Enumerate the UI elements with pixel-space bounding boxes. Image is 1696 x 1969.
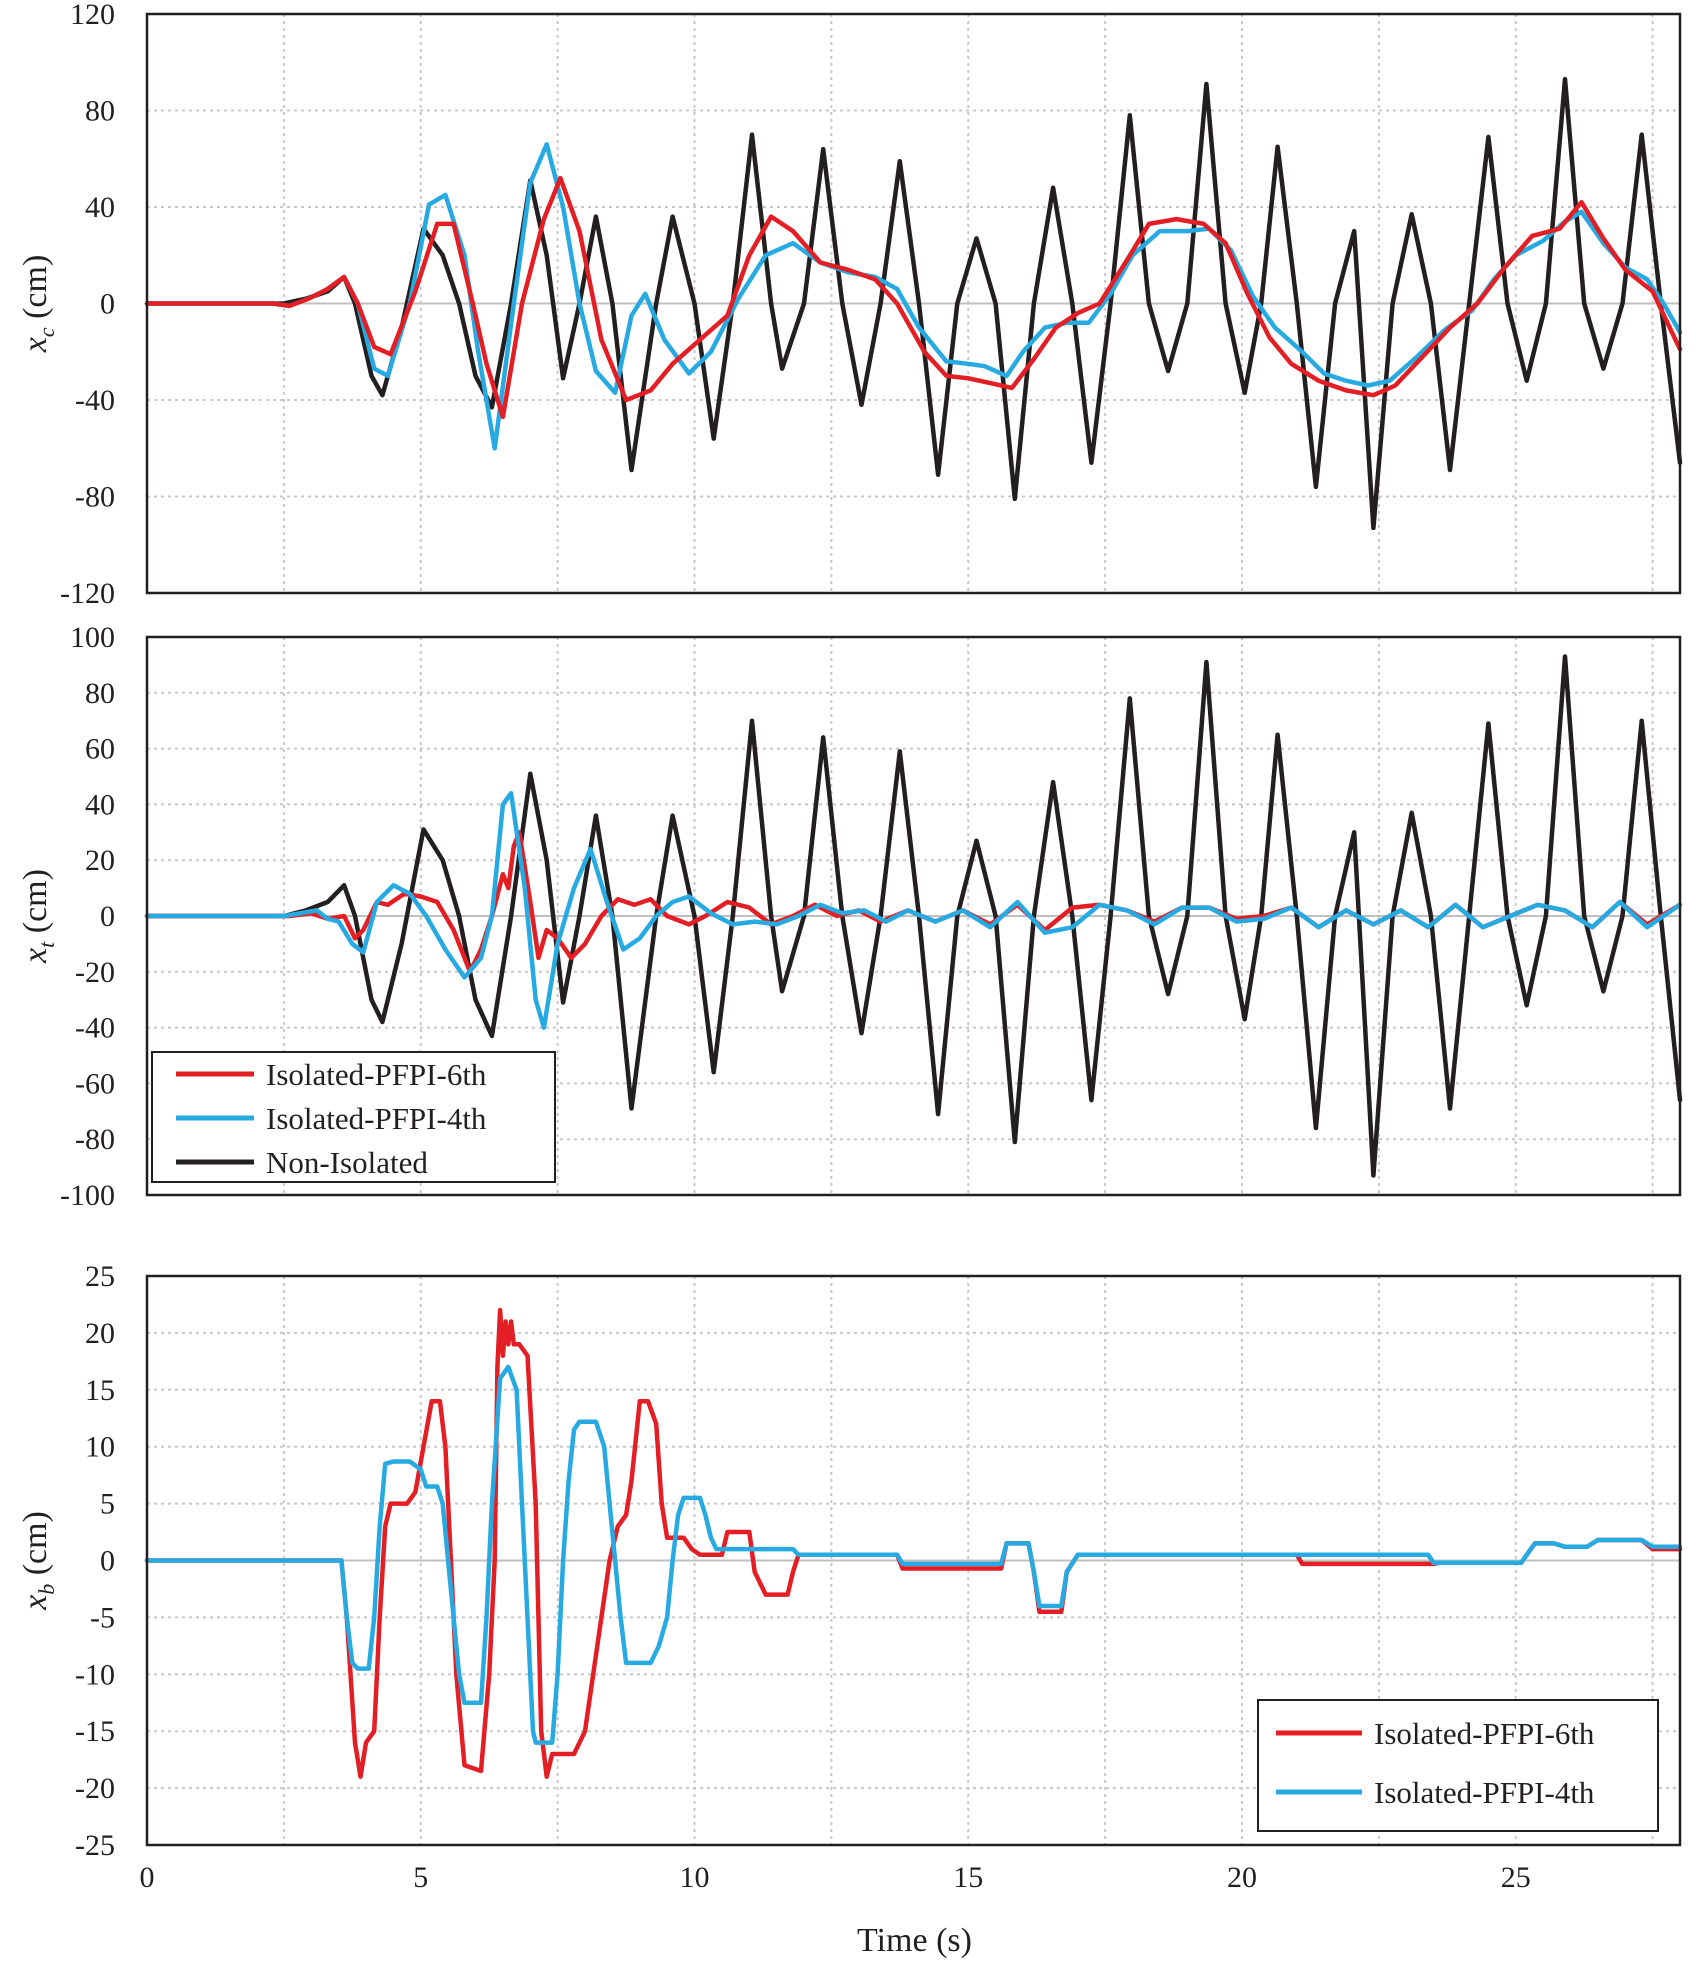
y-tick-label: 20	[85, 844, 115, 877]
y-axis-title-middle: xt (cm)	[17, 869, 59, 964]
y-tick-label: -80	[75, 481, 115, 514]
y-tick-label: -15	[75, 1715, 115, 1748]
y-axis-subscript: t	[34, 941, 59, 948]
y-tick-label: -25	[75, 1829, 115, 1862]
y-tick-label: -20	[75, 1772, 115, 1805]
y-axis-subscript: c	[34, 327, 59, 337]
y-tick-labels-middle: 100 80 60 40 20 0 -20 -40 -60 -80 -100	[60, 621, 115, 1212]
y-tick-label: -120	[60, 577, 115, 610]
series-group-bottom	[144, 1307, 1683, 1779]
plot-frame-middle	[145, 635, 1682, 1197]
y-tick-label: -40	[75, 1012, 115, 1045]
y-axis-variable: x	[17, 337, 54, 353]
series-group-top	[144, 76, 1683, 531]
y-axis-unit: (cm)	[17, 1511, 54, 1584]
y-axis-title-top: xc (cm)	[17, 255, 59, 354]
series-line-isolated-pfpi-4th	[144, 1364, 1683, 1745]
y-tick-label: -5	[90, 1601, 115, 1634]
legend-middle: Isolated-PFPI-6th Isolated-PFPI-4th Non-Is…	[151, 1051, 556, 1183]
y-tick-label: 80	[85, 95, 115, 128]
x-tick-labels-bottom: 0 5 10 15 20 25	[140, 1861, 1531, 1894]
y-tick-label: -20	[75, 956, 115, 989]
x-tick-label: 10	[680, 1861, 710, 1894]
y-tick-label: 0	[100, 1545, 115, 1578]
y-tick-labels-bottom: 25 20 15 10 5 0 -5 -10 -15 -20 -25	[75, 1260, 115, 1862]
y-tick-label: 120	[70, 0, 115, 31]
y-axis-variable: x	[17, 948, 54, 964]
legend-bottom: Isolated-PFPI-6th Isolated-PFPI-4th	[1257, 1699, 1659, 1832]
y-tick-label: 5	[100, 1488, 115, 1521]
plot-frame-top	[145, 12, 1682, 595]
series-group-middle	[144, 654, 1683, 1178]
series-line-non-isolated	[144, 654, 1683, 1178]
y-tick-label: 60	[85, 733, 115, 766]
series-line-isolated-pfpi-4th	[144, 790, 1683, 1030]
y-tick-label: 10	[85, 1431, 115, 1464]
y-tick-label: 25	[85, 1260, 115, 1293]
chart-middle-panel: 100 80 60 40 20 0 -20 -40 -60 -80 -100 xt (cm) Isola…	[17, 621, 1683, 1212]
series-line-isolated-pfpi-4th	[144, 142, 1683, 451]
y-tick-labels-top: 120 80 40 0 -40 -80 -120	[60, 0, 115, 610]
x-tick-label: 25	[1501, 1861, 1531, 1894]
y-axis-variable: x	[17, 1595, 54, 1611]
y-tick-label: -10	[75, 1658, 115, 1691]
y-tick-label: 20	[85, 1317, 115, 1350]
legend-label-isolated-pfpi-6th: Isolated-PFPI-6th	[1374, 1716, 1595, 1751]
y-tick-label: 40	[85, 191, 115, 224]
legend-label-isolated-pfpi-4th: Isolated-PFPI-4th	[266, 1101, 487, 1136]
x-tick-label: 5	[413, 1861, 428, 1894]
y-axis-unit: (cm)	[17, 869, 54, 942]
y-tick-label: -80	[75, 1123, 115, 1156]
y-tick-label: 80	[85, 677, 115, 710]
y-tick-label: 0	[100, 900, 115, 933]
gridlines-bottom	[147, 1276, 1680, 1845]
legend-label-isolated-pfpi-4th: Isolated-PFPI-4th	[1374, 1775, 1595, 1810]
y-tick-label: 100	[70, 621, 115, 654]
plot-frame-bottom	[145, 1274, 1682, 1847]
x-tick-label: 20	[1227, 1861, 1257, 1894]
x-tick-label: 0	[140, 1861, 155, 1894]
chart-top-panel: 120 80 40 0 -40 -80 -120 xc (cm)	[17, 0, 1683, 610]
y-tick-label: 40	[85, 788, 115, 821]
y-tick-label: 0	[100, 288, 115, 321]
y-tick-label: -40	[75, 384, 115, 417]
legend-label-isolated-pfpi-6th: Isolated-PFPI-6th	[266, 1057, 487, 1092]
legend-label-non-isolated: Non-Isolated	[266, 1145, 428, 1180]
y-tick-label: 15	[85, 1374, 115, 1407]
x-tick-label: 15	[953, 1861, 983, 1894]
x-axis-title: Time (s)	[857, 1922, 972, 1959]
y-axis-title-bottom: xb (cm)	[17, 1511, 59, 1611]
y-axis-unit: (cm)	[17, 255, 54, 328]
legend-box	[1257, 1699, 1659, 1832]
y-tick-label: -100	[60, 1179, 115, 1212]
y-tick-label: -60	[75, 1067, 115, 1100]
y-axis-subscript: b	[34, 1584, 59, 1595]
series-line-isolated-pfpi-6th	[144, 175, 1683, 420]
